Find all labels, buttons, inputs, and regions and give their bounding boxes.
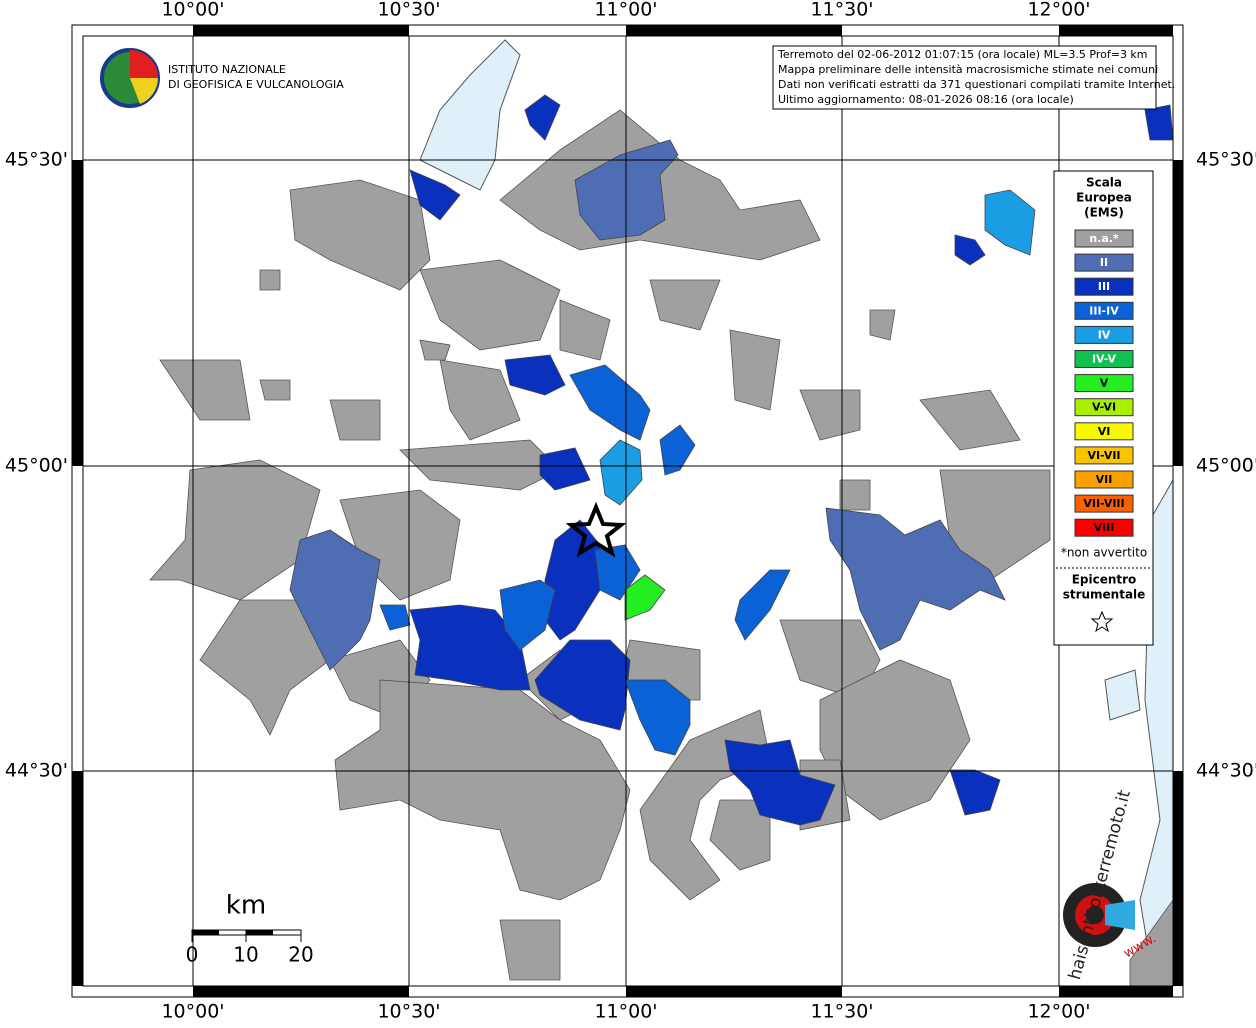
- legend-label: III-IV: [1089, 304, 1119, 317]
- frame-bars: [72, 25, 1183, 997]
- legend-swatch: [1074, 518, 1134, 537]
- legend-label: V-VI: [1092, 401, 1116, 414]
- legend-epicenter: Epicentro: [1072, 573, 1137, 587]
- legend-note: *non avvertito: [1061, 546, 1147, 560]
- info-line: Dati non verificati estratti da 371 ques…: [778, 78, 1175, 91]
- scale-label: 20: [288, 943, 313, 967]
- epicenter-star: [565, 501, 627, 558]
- legend-label: II: [1100, 256, 1108, 269]
- legend-swatch: [1074, 446, 1134, 465]
- legend-label: VI-VII: [1087, 449, 1120, 462]
- lake: [1104, 669, 1141, 721]
- info-line: Ultimo aggiornamento: 08-01-2026 08:16 (…: [778, 93, 1074, 106]
- info-line: Mappa preliminare delle intensità macros…: [778, 63, 1158, 76]
- lon-label: 10°00': [161, 1001, 224, 1023]
- lon-label: 10°30': [377, 1001, 440, 1023]
- info-box: [772, 45, 1157, 110]
- legend-label: V: [1100, 377, 1109, 390]
- legend-label: VII: [1096, 473, 1113, 486]
- info-line: Terremoto del 02-06-2012 01:07:15 (ora l…: [777, 48, 1148, 61]
- legend-swatch: [1074, 470, 1134, 489]
- legend-label: IV-V: [1092, 353, 1117, 366]
- lon-label: 11°00': [594, 1001, 657, 1023]
- lake: [419, 39, 521, 191]
- legend-swatch: [1074, 325, 1134, 344]
- legend-swatch: [1074, 253, 1134, 272]
- legend-swatch: [1074, 398, 1134, 417]
- legend-label: VII-VIII: [1083, 497, 1124, 510]
- legend-swatch: [1074, 301, 1134, 320]
- lat-label: 45°30': [1196, 149, 1256, 171]
- legend-content: ScalaEuropea(EMS)n.a.*IIIIIIII-IVIVIV-VV…: [1056, 176, 1151, 633]
- legend-swatch: [1074, 374, 1134, 393]
- lon-label: 12°00': [1027, 1001, 1090, 1023]
- legend-label: III: [1098, 280, 1110, 293]
- legend-swatch: [1074, 229, 1134, 248]
- lon-label: 11°00': [594, 0, 657, 21]
- lon-label: 10°30': [377, 0, 440, 21]
- lat-label: 44°30': [1196, 760, 1256, 782]
- legend-title: Scala: [1086, 176, 1122, 190]
- legend-swatch: [1074, 350, 1134, 368]
- map-area: [149, 39, 1174, 987]
- legend-swatch: [1074, 422, 1134, 441]
- legend-star: [1090, 610, 1114, 633]
- legend-label: VIII: [1094, 521, 1115, 534]
- lat-label: 45°30': [5, 149, 68, 171]
- legend-label: IV: [1098, 328, 1111, 341]
- ingv-name: ISTITUTO NAZIONALE: [168, 63, 286, 76]
- lat-label: 45°00': [1196, 455, 1256, 477]
- legend-label: n.a.*: [1089, 232, 1119, 245]
- legend-title: Europea: [1076, 191, 1132, 205]
- legend-epicenter: strumentale: [1063, 588, 1146, 602]
- scale-bar: km 0 10 20: [186, 891, 314, 967]
- scale-unit: km: [226, 891, 266, 921]
- scale-label: 0: [186, 943, 199, 967]
- colored-municipalities: [289, 94, 1174, 826]
- lat-label: 45°00': [5, 455, 68, 477]
- lon-label: 11°30': [810, 0, 873, 21]
- lon-label: 12°00': [1027, 0, 1090, 21]
- legend-label: VI: [1098, 425, 1111, 438]
- lon-label: 11°30': [810, 1001, 873, 1023]
- legend-title: (EMS): [1084, 206, 1124, 220]
- scale-label: 10: [233, 943, 258, 967]
- legend-swatch: [1074, 494, 1134, 513]
- info-text: Terremoto del 02-06-2012 01:07:15 (ora l…: [777, 48, 1175, 106]
- ingv-logo: ISTITUTO NAZIONALE DI GEOFISICA E VULCAN…: [100, 48, 344, 108]
- ingv-name: DI GEOFISICA E VULCANOLOGIA: [168, 78, 344, 91]
- lat-label: 44°30': [5, 760, 68, 782]
- legend-swatch: [1074, 277, 1134, 296]
- lon-label: 10°00': [161, 0, 224, 21]
